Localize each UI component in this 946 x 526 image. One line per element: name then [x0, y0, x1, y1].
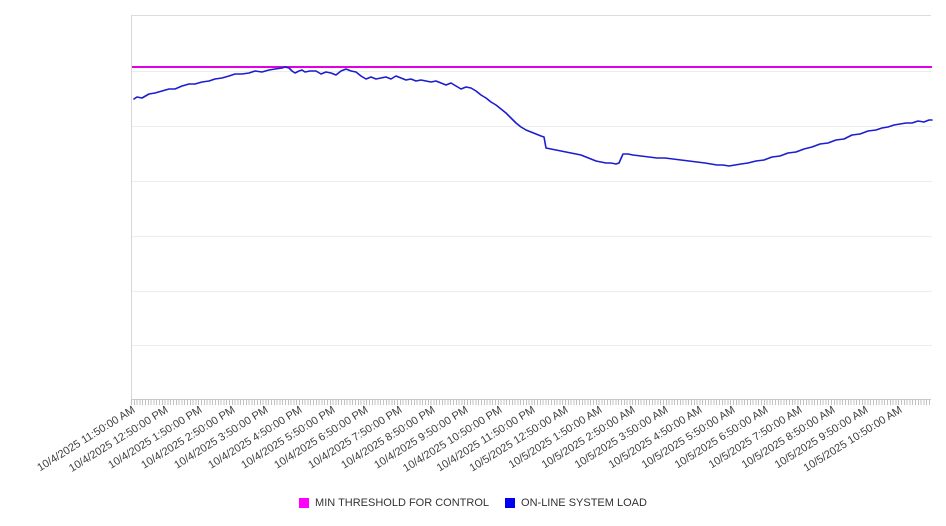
- x-axis-label: 10/5/2025 10:50:00 AM: [801, 404, 905, 475]
- x-axis-label: 10/4/2025 6:50:00 PM: [272, 404, 371, 472]
- gridline: [132, 181, 932, 182]
- x-axis-label: 10/4/2025 11:50:00 PM: [434, 404, 538, 475]
- x-axis-label: 10/4/2025 12:50:00 PM: [67, 404, 171, 475]
- x-axis-label: 10/4/2025 3:50:00 PM: [172, 404, 271, 472]
- x-axis-label: 10/4/2025 2:50:00 PM: [139, 404, 238, 472]
- gridline: [132, 291, 932, 292]
- gridline: [132, 345, 932, 346]
- x-axis-minor-ticks: [131, 400, 931, 405]
- x-axis-label: 10/5/2025 5:50:00 AM: [639, 404, 738, 472]
- plot-area: [131, 15, 933, 399]
- gridline: [132, 126, 932, 127]
- x-axis-label: 10/4/2025 10:50:00 PM: [400, 404, 505, 475]
- x-axis-label: 10/5/2025 9:50:00 AM: [773, 404, 871, 472]
- x-axis-line: [131, 399, 931, 400]
- x-axis-label: 10/4/2025 5:50:00 PM: [239, 404, 338, 472]
- x-axis-label: 10/5/2025 6:50:00 AM: [673, 404, 771, 472]
- x-axis-label: 10/4/2025 9:50:00 PM: [372, 404, 471, 472]
- legend-item-system-load[interactable]: ON-LINE SYSTEM LOAD: [505, 497, 647, 509]
- legend-item-min-threshold[interactable]: MIN THRESHOLD FOR CONTROL: [299, 497, 489, 509]
- gridline: [132, 71, 932, 72]
- system-load-line: [133, 66, 933, 167]
- legend-swatch-blue-icon: [505, 498, 516, 508]
- legend-label: MIN THRESHOLD FOR CONTROL: [315, 497, 490, 509]
- x-axis-label: 10/5/2025 8:50:00 AM: [739, 404, 838, 472]
- x-axis-label: 10/5/2025 2:50:00 AM: [539, 404, 638, 472]
- gridline: [132, 236, 932, 237]
- chart-legend: MIN THRESHOLD FOR CONTROL ON-LINE SYSTEM…: [0, 497, 946, 509]
- legend-swatch-magenta-icon: [299, 498, 310, 508]
- x-axis-label: 10/5/2025 4:50:00 AM: [606, 404, 705, 472]
- x-axis-label: 10/4/2025 7:50:00 PM: [305, 404, 405, 472]
- x-axis-label: 10/5/2025 12:50:00 AM: [467, 404, 571, 475]
- x-axis-label: 10/5/2025 7:50:00 AM: [706, 404, 805, 472]
- x-axis-label: 10/4/2025 4:50:00 PM: [205, 404, 305, 472]
- x-axis-label: 10/5/2025 3:50:00 AM: [573, 404, 671, 472]
- x-axis-label: 10/5/2025 1:50:00 AM: [506, 404, 605, 472]
- legend-label: ON-LINE SYSTEM LOAD: [521, 497, 647, 509]
- x-axis-label: 10/4/2025 11:50:00 AM: [35, 404, 138, 475]
- x-axis-label: 10/4/2025 8:50:00 PM: [339, 404, 438, 472]
- series-layer: [132, 66, 933, 167]
- x-axis-label: 10/4/2025 1:50:00 PM: [105, 404, 205, 472]
